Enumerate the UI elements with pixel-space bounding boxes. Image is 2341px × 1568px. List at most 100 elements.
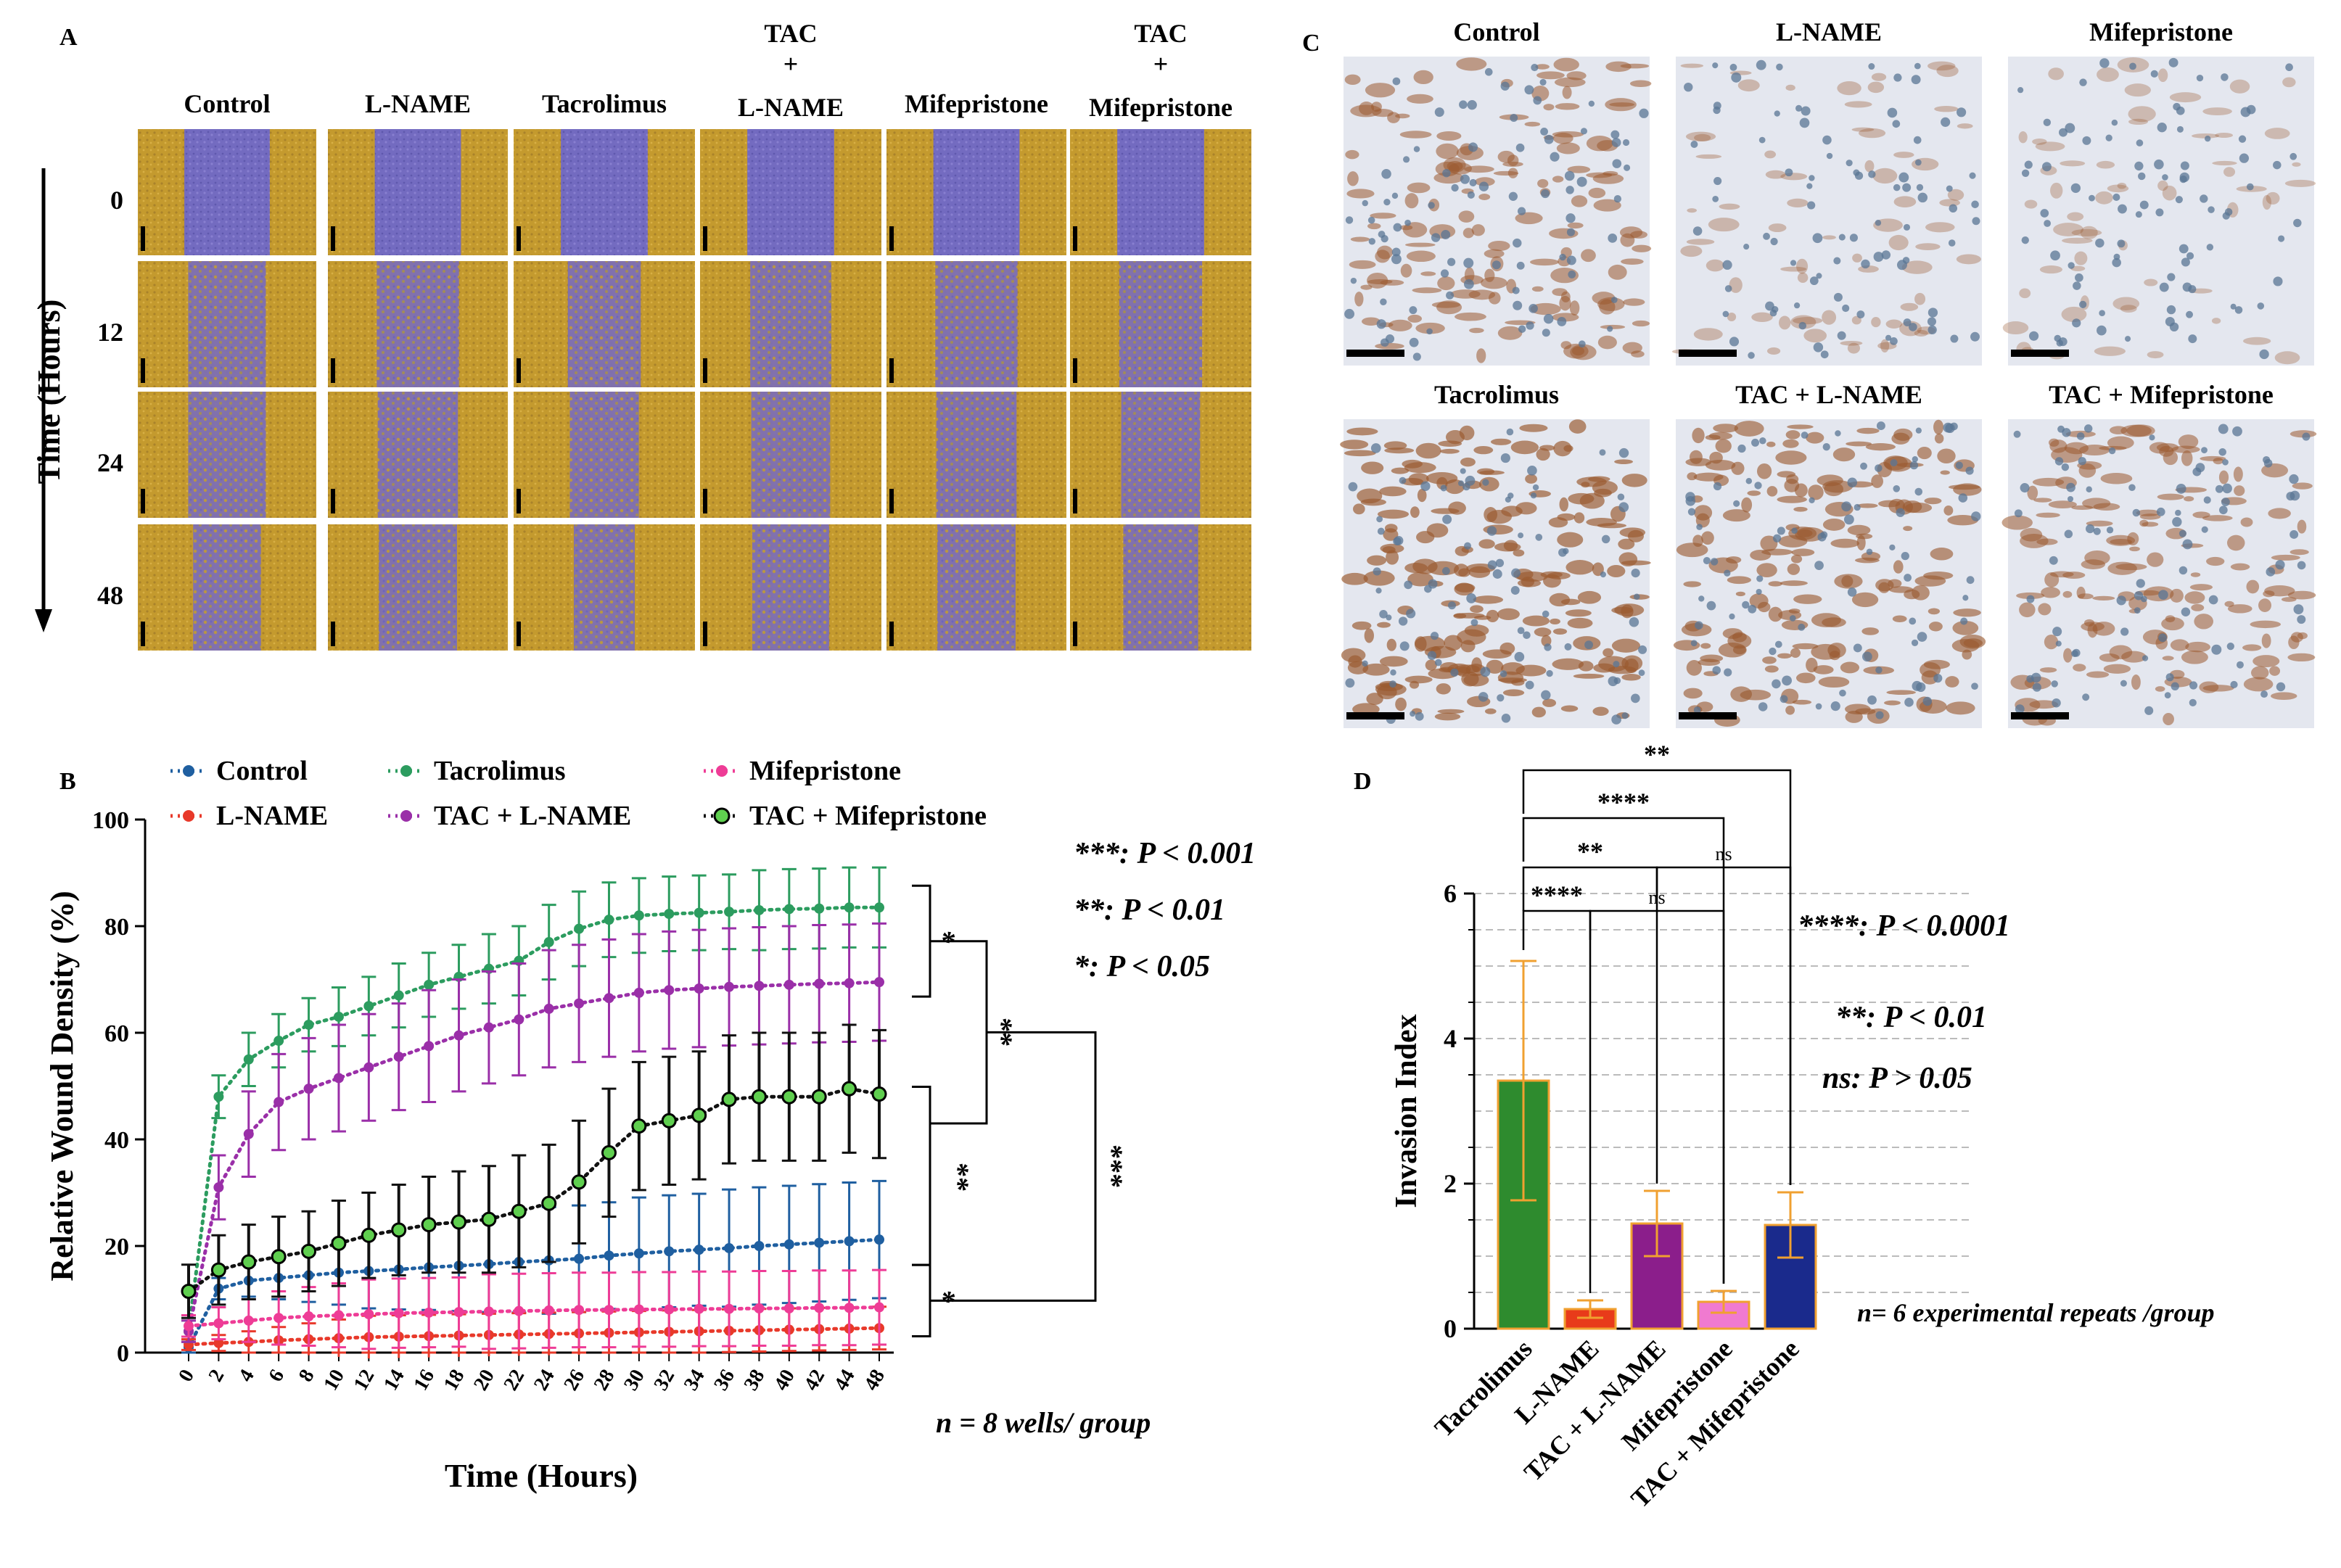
ihc-stain-blob — [1507, 168, 1518, 178]
ihc-stain-blob — [1694, 133, 1711, 142]
ihc-nucleus — [1398, 616, 1408, 626]
ihc-stain-blob — [1737, 79, 1760, 92]
ihc-nucleus — [1774, 640, 1782, 648]
ihc-stain-blob — [1577, 590, 1602, 604]
y-tick-label: 20 — [104, 1234, 129, 1260]
ihc-nucleus — [2136, 139, 2144, 147]
ihc-nucleus — [1820, 350, 1829, 359]
ihc-stain-blob — [2147, 552, 2164, 567]
ihc-nucleus — [1948, 239, 1956, 247]
ihc-stain-blob — [1407, 182, 1431, 194]
ihc-stain-blob — [2211, 318, 2221, 324]
ihc-stain-blob — [1880, 339, 1890, 353]
ihc-nucleus — [2078, 457, 2086, 466]
ihc-stain-blob — [1795, 672, 1816, 684]
ihc-nucleus — [1860, 462, 1867, 470]
data-point — [393, 990, 404, 1001]
ihc-stain-blob — [1851, 315, 1861, 325]
ihc-stain-blob — [2297, 632, 2308, 640]
ihc-stain-blob — [1348, 655, 1362, 668]
ihc-nucleus — [2215, 484, 2223, 493]
ihc-nucleus — [1826, 152, 1833, 160]
ihc-nucleus — [1467, 191, 1475, 199]
ihc-stain-blob — [1458, 210, 1475, 223]
ihc-stain-blob — [2271, 692, 2297, 701]
ihc-nucleus — [1428, 202, 1435, 209]
significance-key: **: P < 0.01 — [1835, 1001, 1987, 1034]
ihc-nucleus — [2181, 257, 2190, 267]
ihc-stain-blob — [1607, 564, 1626, 577]
ihc-stain-blob — [1808, 484, 1824, 500]
ihc-stain-blob — [2094, 346, 2126, 356]
ihc-stain-blob — [1407, 572, 1433, 587]
ihc-nucleus — [2049, 556, 2058, 565]
ihc-stain-blob — [1608, 666, 1637, 674]
ihc-stain-blob — [1486, 609, 1499, 622]
data-point — [424, 1307, 435, 1318]
x-tick-label: 34 — [680, 1366, 709, 1395]
ihc-stain-blob — [2126, 424, 2155, 437]
time-row-label: 24 — [97, 448, 123, 477]
ihc-nucleus — [1729, 63, 1737, 71]
ihc-stain-blob — [1340, 440, 1369, 450]
ihc-nucleus — [2240, 107, 2251, 117]
ihc-stain-blob — [1588, 476, 1610, 482]
ihc-nucleus — [2112, 193, 2120, 202]
ihc-stain-blob — [1568, 419, 1587, 434]
ihc-stain-blob — [2190, 572, 2201, 577]
ihc-nucleus — [1695, 621, 1703, 630]
ihc-nucleus — [1460, 468, 1466, 474]
ihc-nucleus — [1393, 223, 1402, 232]
ihc-nucleus — [2167, 273, 2176, 281]
ihc-nucleus — [1713, 176, 1722, 186]
ihc-nucleus — [1893, 73, 1902, 82]
ihc-stain-blob — [1461, 672, 1479, 687]
ihc-nucleus — [1527, 466, 1537, 476]
ihc-stain-blob — [1581, 482, 1590, 488]
ihc-stain-blob — [1768, 223, 1787, 233]
ihc-nucleus — [1540, 128, 1548, 136]
ihc-nucleus — [1376, 319, 1386, 329]
ihc-nucleus — [1599, 449, 1606, 456]
series-tac-mifepristone — [181, 1023, 887, 1319]
ihc-nucleus — [1758, 702, 1768, 711]
x-tick-label: 30 — [620, 1366, 649, 1395]
ihc-stain-blob — [1751, 312, 1773, 322]
y-tick-label: 0 — [1444, 1314, 1457, 1343]
ihc-stain-blob — [1362, 317, 1381, 326]
ihc-nucleus — [2293, 218, 2302, 228]
ihc-stain-blob — [1497, 608, 1520, 621]
ihc-stain-blob — [1354, 292, 1364, 307]
ihc-nucleus — [1809, 175, 1815, 181]
ihc-nucleus — [1580, 128, 1588, 135]
ihc-stain-blob — [1365, 83, 1396, 98]
ihc-stain-blob — [1402, 222, 1428, 238]
ihc-stain-blob — [1621, 258, 1644, 265]
ihc-nucleus — [2158, 633, 2168, 643]
ihc-stain-blob — [1367, 223, 1381, 230]
ihc-stain-blob — [2243, 337, 2271, 345]
ihc-stain-blob — [1479, 470, 1505, 475]
data-point — [754, 1303, 765, 1313]
ihc-nucleus — [1743, 244, 1750, 250]
ihc-nucleus — [1856, 310, 1865, 319]
data-point — [871, 1086, 887, 1102]
ihc-nucleus — [1546, 669, 1553, 677]
ihc-nucleus — [2015, 704, 2025, 714]
ihc-nucleus — [2065, 123, 2075, 133]
ihc-stain-blob — [2099, 653, 2120, 662]
ihc-nucleus — [1950, 334, 1959, 343]
scratch-wound-area — [567, 261, 641, 387]
ihc-stain-blob — [1436, 131, 1462, 141]
ihc-stain-blob — [1363, 570, 1395, 586]
sig-bracket — [912, 884, 931, 998]
ihc-nucleus — [1890, 459, 1898, 467]
data-point — [694, 983, 704, 994]
ihc-nucleus — [2222, 212, 2230, 220]
ihc-stain-blob — [1344, 74, 1361, 86]
ihc-nucleus — [1754, 482, 1762, 490]
ihc-stain-blob — [1791, 548, 1815, 556]
ihc-stain-blob — [1611, 638, 1641, 653]
